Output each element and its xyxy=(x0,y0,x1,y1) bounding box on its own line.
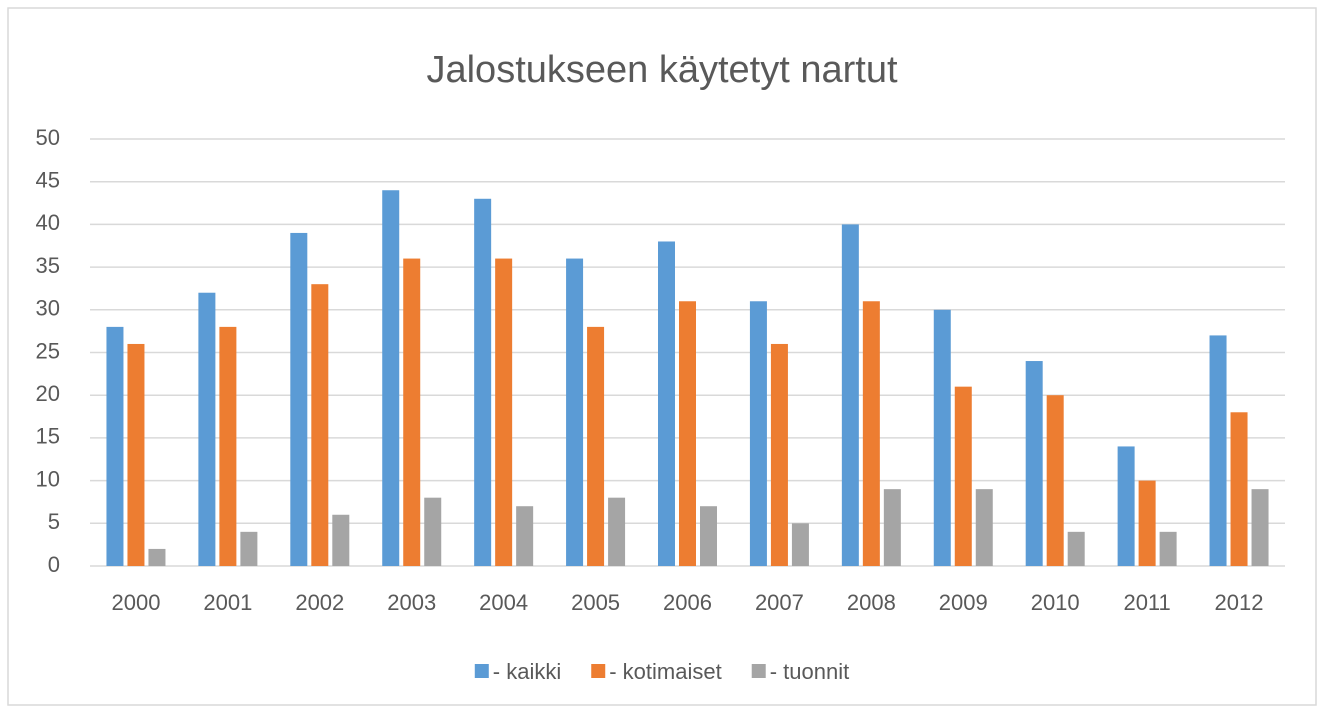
bar xyxy=(608,497,626,566)
bar xyxy=(1251,489,1269,566)
bar xyxy=(1046,395,1064,566)
bar xyxy=(841,224,859,566)
bar xyxy=(700,506,717,566)
y-tick-label: 15 xyxy=(36,424,60,449)
y-tick-label: 20 xyxy=(36,381,60,406)
bar xyxy=(1159,531,1177,566)
bar xyxy=(954,386,972,566)
bar xyxy=(1117,446,1135,566)
x-tick-label: 2001 xyxy=(203,590,252,615)
bar xyxy=(587,326,605,566)
bar xyxy=(1025,361,1043,566)
legend-swatch xyxy=(591,664,606,678)
legend-label: - tuonnit xyxy=(770,659,850,684)
x-tick-label: 2009 xyxy=(939,590,988,615)
legend-swatch xyxy=(751,664,766,678)
bar xyxy=(311,284,329,566)
y-tick-label: 40 xyxy=(36,210,60,235)
bar xyxy=(474,198,492,566)
y-tick-label: 30 xyxy=(36,296,60,321)
bar xyxy=(219,326,237,566)
bar xyxy=(566,258,584,566)
y-tick-label: 50 xyxy=(36,125,60,150)
bar xyxy=(862,301,880,566)
y-tick-label: 45 xyxy=(36,168,60,193)
bar xyxy=(770,343,788,566)
y-tick-label: 10 xyxy=(36,466,60,491)
x-tick-label: 2005 xyxy=(571,590,620,615)
bar xyxy=(975,489,993,566)
bar xyxy=(382,190,400,567)
bar xyxy=(198,292,216,566)
bar xyxy=(1138,480,1156,566)
x-tick-label: 2006 xyxy=(663,590,712,615)
bar xyxy=(424,497,442,566)
x-tick-label: 2004 xyxy=(479,590,528,615)
bar xyxy=(933,309,951,566)
bar xyxy=(148,548,166,566)
y-tick-label: 25 xyxy=(36,338,60,363)
bar xyxy=(127,343,145,566)
x-tick-label: 2012 xyxy=(1215,590,1264,615)
legend-label: - kotimaiset xyxy=(609,659,721,684)
x-tick-label: 2000 xyxy=(111,590,160,615)
x-tick-label: 2010 xyxy=(1031,590,1080,615)
bar xyxy=(1230,412,1248,566)
y-tick-label: 35 xyxy=(36,253,60,278)
y-tick-label: 0 xyxy=(48,552,60,577)
bar xyxy=(403,258,421,566)
x-tick-label: 2003 xyxy=(387,590,436,615)
x-tick-label: 2002 xyxy=(295,590,344,615)
bar xyxy=(679,301,696,566)
x-tick-label: 2011 xyxy=(1123,590,1170,615)
chart-title: Jalostukseen käytetyt nartut xyxy=(426,49,897,91)
x-tick-label: 2008 xyxy=(847,590,896,615)
bar xyxy=(658,241,675,567)
legend-swatch xyxy=(474,664,489,678)
bar xyxy=(240,531,258,566)
x-tick-label: 2007 xyxy=(755,590,804,615)
bar xyxy=(791,523,809,566)
bar xyxy=(290,232,308,566)
bar xyxy=(749,301,767,566)
bar xyxy=(495,258,513,566)
bar xyxy=(1067,531,1085,566)
bar xyxy=(332,514,350,566)
legend-label: - kaikki xyxy=(493,659,561,684)
bar xyxy=(883,489,901,566)
bar xyxy=(516,506,534,566)
bar xyxy=(1209,335,1227,566)
bar xyxy=(106,326,124,566)
y-tick-label: 5 xyxy=(48,509,60,534)
